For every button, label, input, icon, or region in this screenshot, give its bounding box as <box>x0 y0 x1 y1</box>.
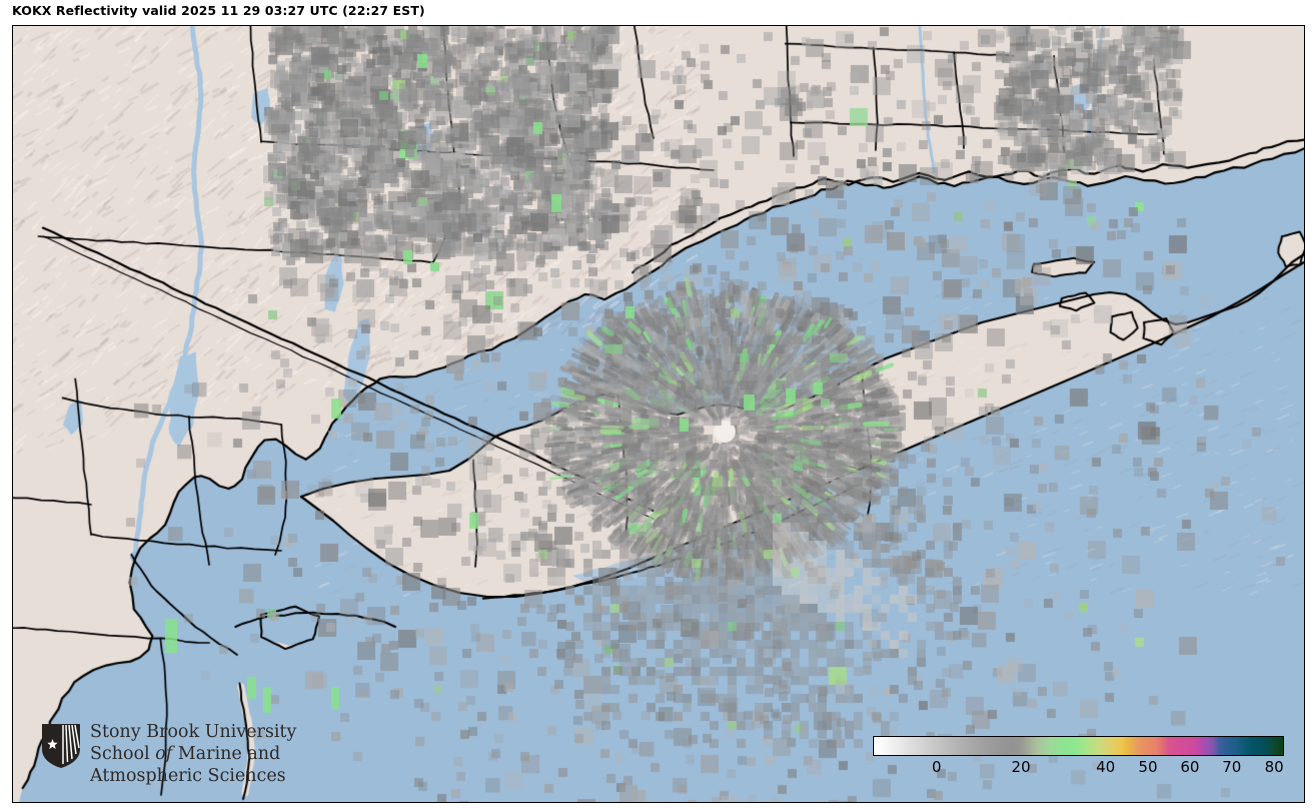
colorbar-tick-0: 0 <box>931 758 942 776</box>
radar-map-panel[interactable]: Stony Brook University School of Marine … <box>12 25 1305 803</box>
colorbar-tick-60: 60 <box>1180 758 1200 776</box>
colorbar-tick-40: 40 <box>1096 758 1116 776</box>
reflectivity-colorbar: 0 20 40 50 60 70 80 <box>873 736 1304 802</box>
colorbar-gradient <box>873 736 1284 756</box>
colorbar-tick-70: 70 <box>1222 758 1242 776</box>
radar-map-canvas[interactable] <box>13 26 1304 802</box>
colorbar-tick-80: 80 <box>1264 758 1284 776</box>
page-title: KOKX Reflectivity valid 2025 11 29 03:27… <box>12 3 425 18</box>
colorbar-tick-50: 50 <box>1138 758 1158 776</box>
colorbar-tick-20: 20 <box>1011 758 1031 776</box>
colorbar-tick-labels: 0 20 40 50 60 70 80 <box>873 758 1284 782</box>
